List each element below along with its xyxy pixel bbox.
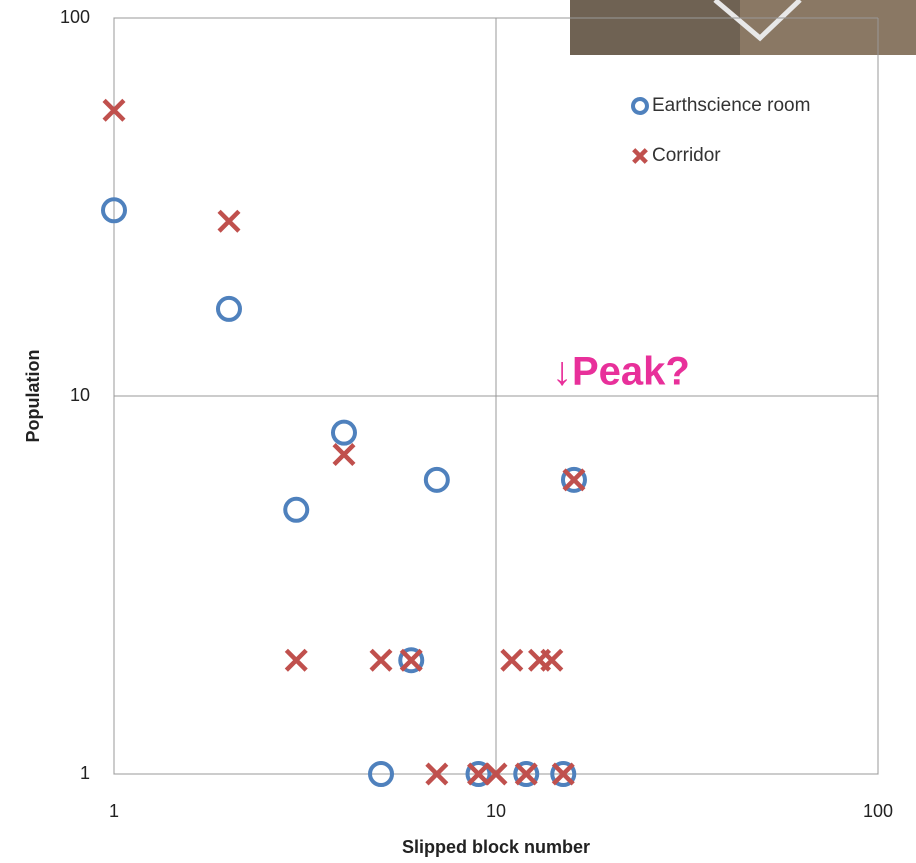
point <box>484 762 508 786</box>
point <box>368 761 395 787</box>
x-axis-title: Slipped block number <box>402 837 590 857</box>
point <box>332 443 356 467</box>
point <box>283 496 310 523</box>
point <box>500 648 524 672</box>
point <box>513 761 540 787</box>
point <box>425 762 449 786</box>
point <box>423 466 450 493</box>
point <box>330 419 357 446</box>
point <box>550 761 577 787</box>
point <box>369 648 393 672</box>
y-tick-label: 100 <box>60 7 90 27</box>
point <box>101 197 127 224</box>
y-tick-label: 1 <box>80 763 90 783</box>
point <box>284 648 308 672</box>
point <box>562 468 586 492</box>
legend-marker <box>632 148 648 164</box>
photo <box>570 0 916 55</box>
point <box>217 209 241 233</box>
point <box>398 647 425 674</box>
point <box>514 762 538 786</box>
legend-label: Earthscience room <box>652 95 810 116</box>
y-tick-label: 10 <box>70 385 90 405</box>
x-tick-label: 100 <box>863 801 893 821</box>
y-axis-title: Population <box>23 350 43 443</box>
x-tick-label: 1 <box>109 801 119 821</box>
annotation: ↓Peak? <box>552 350 690 394</box>
point <box>215 295 242 322</box>
legend-label: Corridor <box>652 145 721 166</box>
point <box>551 762 575 786</box>
point <box>465 761 492 787</box>
x-tick-label: 10 <box>486 801 506 821</box>
point <box>540 648 564 672</box>
point <box>560 466 587 493</box>
point <box>467 762 491 786</box>
legend-marker <box>631 97 649 115</box>
point <box>399 648 423 672</box>
point <box>102 98 126 122</box>
